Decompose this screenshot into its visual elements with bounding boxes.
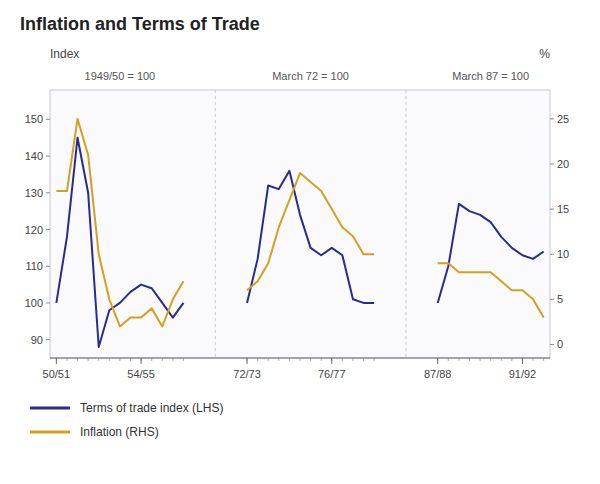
x-tick-label: 72/73 xyxy=(233,368,261,380)
y-tick xyxy=(46,266,50,267)
y-tick-label: 150 xyxy=(25,113,43,125)
y2-tick xyxy=(550,344,554,345)
y-tick-label: 90 xyxy=(31,334,43,346)
y2-tick xyxy=(550,118,554,119)
x-tick xyxy=(56,358,57,364)
y-tick xyxy=(46,229,50,230)
y2-tick-label: 20 xyxy=(557,158,569,170)
x-tick xyxy=(141,358,142,364)
annotation: 1949/50 = 100 xyxy=(85,70,156,82)
y2-tick xyxy=(550,254,554,255)
y-tick xyxy=(46,339,50,340)
x-tick xyxy=(437,358,438,364)
y2-tick xyxy=(550,209,554,210)
y2-axis-label: % xyxy=(539,47,550,61)
gap-marker xyxy=(215,90,216,358)
y2-tick-label: 25 xyxy=(557,113,569,125)
y2-tick-label: 10 xyxy=(557,248,569,260)
y2-tick-label: 15 xyxy=(557,203,569,215)
x-tick-label: 87/88 xyxy=(424,368,452,380)
x-tick xyxy=(522,358,523,364)
y-tick-label: 100 xyxy=(25,297,43,309)
x-tick-label: 76/77 xyxy=(318,368,346,380)
gap-marker xyxy=(405,90,406,358)
x-axis-line xyxy=(50,358,550,359)
y2-tick-label: 0 xyxy=(557,338,563,350)
data-group xyxy=(56,119,543,347)
y2-tick-label: 5 xyxy=(557,293,563,305)
legend-swatch xyxy=(30,407,70,410)
legend-entry: Terms of trade index (LHS) xyxy=(80,401,223,415)
x-tick-label: 50/51 xyxy=(43,368,71,380)
y-tick xyxy=(46,119,50,120)
chart: Inflation and Terms of Trade Index% 1949/5… xyxy=(0,0,600,484)
x-tick-label: 54/55 xyxy=(127,368,155,380)
y-tick xyxy=(46,192,50,193)
y2-tick xyxy=(550,163,554,164)
y-axis-label: Index xyxy=(50,47,79,61)
y-tick-label: 120 xyxy=(25,224,43,236)
plot-frame xyxy=(50,90,550,358)
series-line xyxy=(56,119,543,327)
x-tick xyxy=(331,358,332,364)
series-line xyxy=(56,138,543,347)
x-tick-label: 91/92 xyxy=(509,368,537,380)
y-tick xyxy=(46,302,50,303)
annotation: March 72 = 100 xyxy=(272,70,349,82)
y-tick xyxy=(46,156,50,157)
y-tick-label: 140 xyxy=(25,150,43,162)
y-tick-label: 130 xyxy=(25,187,43,199)
x-tick xyxy=(247,358,248,364)
annotation: March 87 = 100 xyxy=(452,70,529,82)
y2-tick xyxy=(550,299,554,300)
y-tick-label: 110 xyxy=(25,260,43,272)
legend-swatch xyxy=(30,431,70,434)
legend-entry: Inflation (RHS) xyxy=(80,425,159,439)
title: Inflation and Terms of Trade xyxy=(20,14,260,34)
